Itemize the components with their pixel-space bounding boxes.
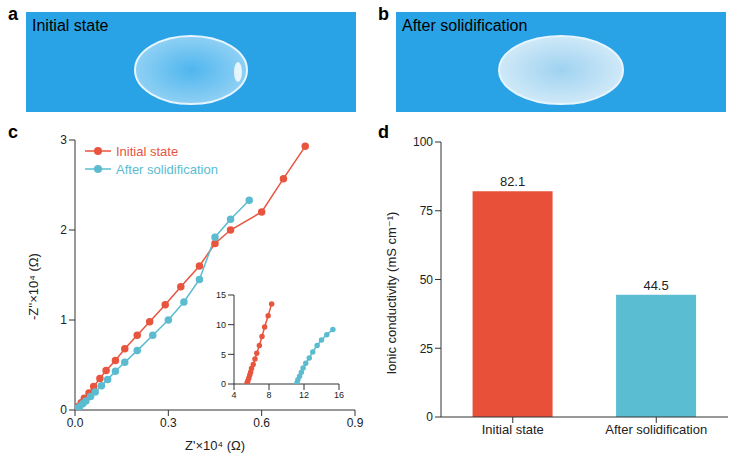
svg-text:-Z''×10⁴ (Ω): -Z''×10⁴ (Ω) [26,253,41,320]
svg-text:After solidification: After solidification [605,422,707,437]
svg-text:3: 3 [60,133,67,147]
svg-text:82.1: 82.1 [500,174,525,189]
svg-text:10: 10 [216,320,226,330]
svg-text:44.5: 44.5 [643,278,668,293]
svg-text:15: 15 [216,290,226,300]
svg-text:25: 25 [420,342,434,356]
html-text:After solidification: After solidification [402,17,528,34]
svg-text:4: 4 [231,390,236,400]
svg-text:1: 1 [60,313,67,327]
html-text:d: d [378,122,389,142]
svg-text:0.6: 0.6 [253,416,270,430]
svg-text:Ionic conductivity (mS cm⁻¹): Ionic conductivity (mS cm⁻¹) [384,212,399,375]
svg-text:50: 50 [420,273,434,287]
svg-text:8: 8 [266,390,271,400]
svg-text:75: 75 [420,204,434,218]
svg-text:16: 16 [334,390,344,400]
html-text:Initial state: Initial state [32,17,109,34]
html-text:After solidification: After solidification [116,161,218,177]
svg-text:Initial state: Initial state [482,422,544,437]
svg-text:0.3: 0.3 [160,416,177,430]
html-text:a: a [8,4,18,24]
html-text:Initial state: Initial state [116,143,179,159]
svg-text:0.9: 0.9 [347,416,364,430]
svg-text:100: 100 [413,135,433,149]
svg-text:Z'×10⁴ (Ω): Z'×10⁴ (Ω) [185,438,245,453]
svg-text:0: 0 [60,403,67,417]
svg-text:5: 5 [221,350,226,360]
svg-text:12: 12 [299,390,309,400]
svg-text:0.0: 0.0 [67,416,84,430]
html-text:b: b [378,4,389,24]
svg-text:2: 2 [60,223,67,237]
svg-text:0: 0 [221,379,226,389]
html-text:c: c [8,122,18,142]
svg-text:0: 0 [426,410,433,424]
